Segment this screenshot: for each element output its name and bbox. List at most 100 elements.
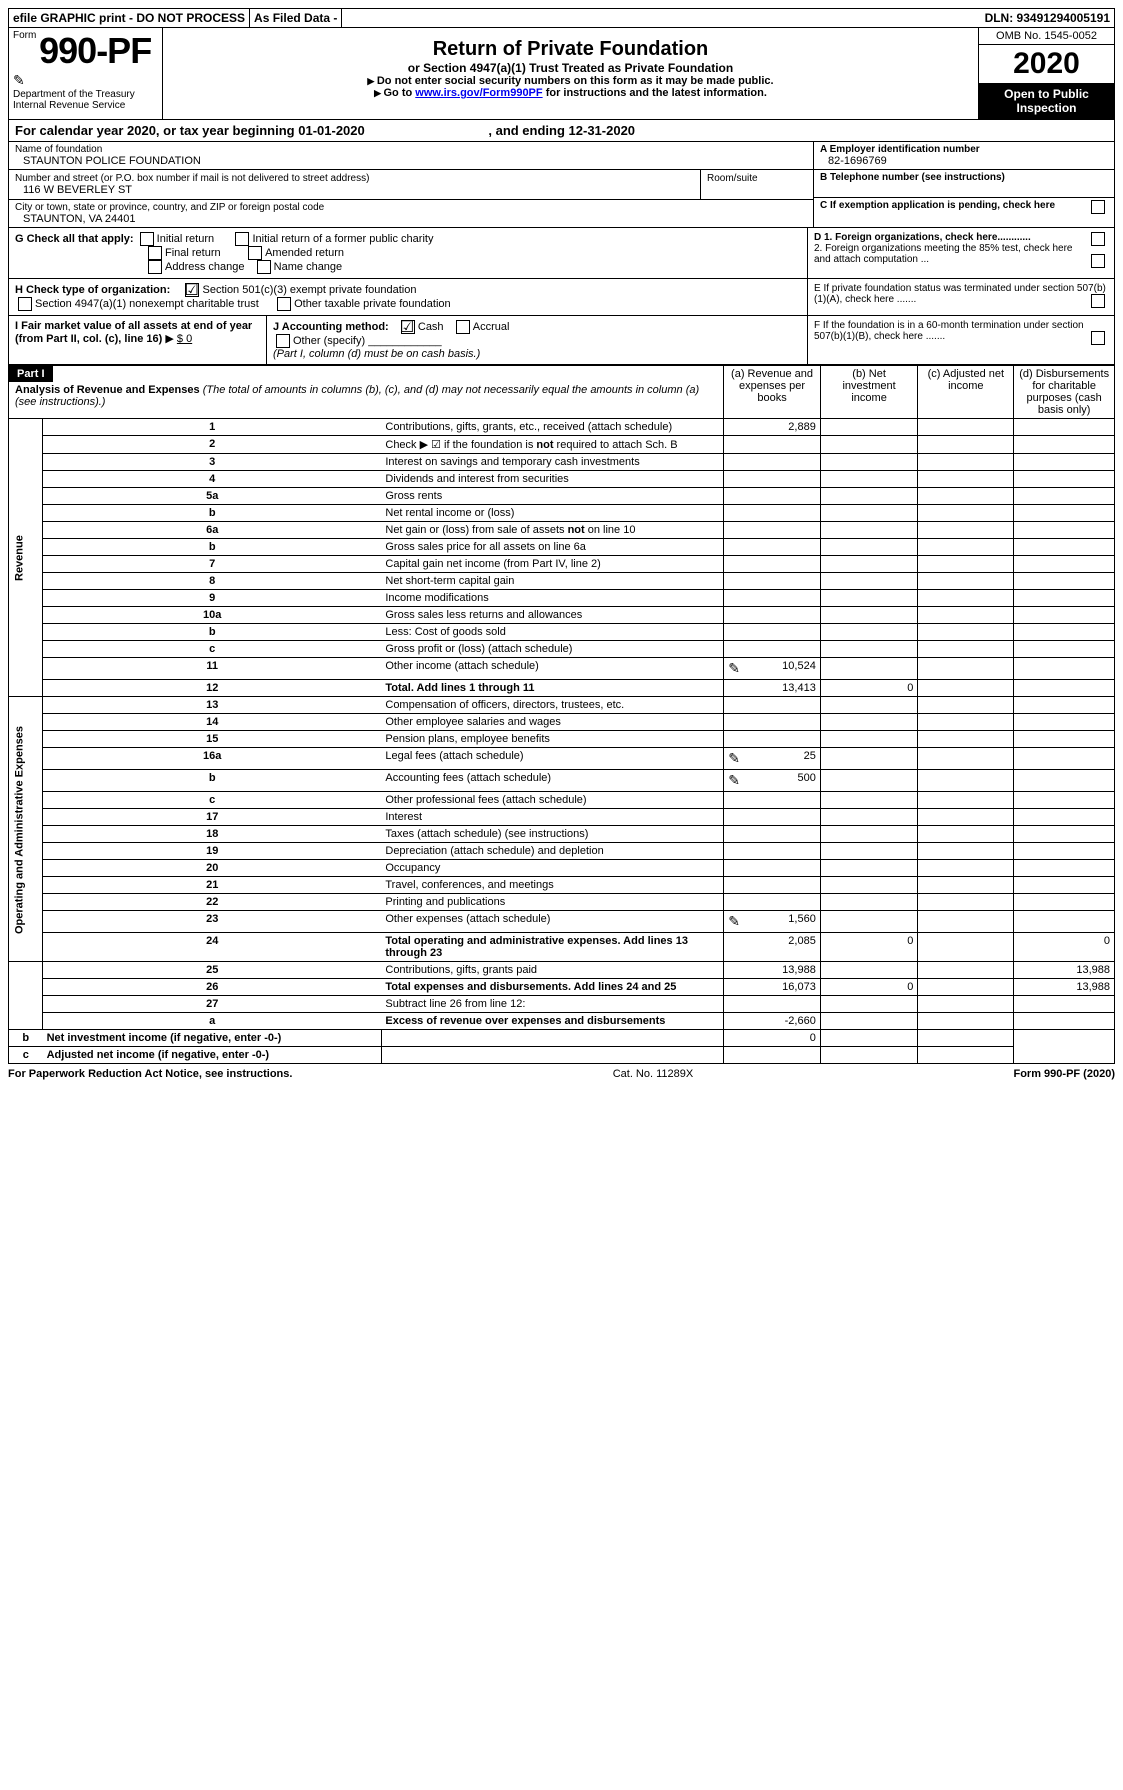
attachment-icon[interactable]: ✎ xyxy=(728,750,740,767)
instructions-link[interactable]: www.irs.gov/Form990PF xyxy=(415,87,542,99)
g-label: G Check all that apply: xyxy=(15,233,134,245)
line-number: 27 xyxy=(43,996,382,1013)
value-cell xyxy=(918,792,1014,809)
line-number: c xyxy=(43,792,382,809)
value-cell xyxy=(1014,680,1115,697)
value-cell xyxy=(820,962,918,979)
value-cell xyxy=(820,714,918,731)
value-cell xyxy=(1014,911,1115,933)
value-cell: 13,988 xyxy=(1014,979,1115,996)
value-cell xyxy=(724,556,821,573)
d2-checkbox[interactable] xyxy=(1091,254,1105,268)
j3-checkbox[interactable] xyxy=(276,334,290,348)
value-cell: -2,660 xyxy=(724,1013,821,1030)
j1-checkbox[interactable] xyxy=(401,320,415,334)
table-row: bAccounting fees (attach schedule)✎500 xyxy=(9,770,1115,792)
street-address: 116 W BEVERLEY ST xyxy=(15,184,694,196)
h3-checkbox[interactable] xyxy=(277,297,291,311)
table-row: 6aNet gain or (loss) from sale of assets… xyxy=(9,522,1115,539)
value-cell xyxy=(1014,556,1115,573)
value-cell xyxy=(724,894,821,911)
g3-checkbox[interactable] xyxy=(148,246,162,260)
c-checkbox[interactable] xyxy=(1091,200,1105,214)
h2-checkbox[interactable] xyxy=(18,297,32,311)
value-cell xyxy=(918,714,1014,731)
line-number: 8 xyxy=(43,573,382,590)
line-number: b xyxy=(43,539,382,556)
value-cell xyxy=(820,505,918,522)
table-row: cAdjusted net income (if negative, enter… xyxy=(9,1047,1115,1064)
line-description: Other expenses (attach schedule) xyxy=(381,911,723,933)
g1-checkbox[interactable] xyxy=(140,232,154,246)
j2-checkbox[interactable] xyxy=(456,320,470,334)
d1-checkbox[interactable] xyxy=(1091,232,1105,246)
f-label: F If the foundation is in a 60-month ter… xyxy=(814,320,1084,342)
attachment-icon[interactable]: ✎ xyxy=(728,772,740,789)
value-cell xyxy=(1014,792,1115,809)
city-state-zip: STAUNTON, VA 24401 xyxy=(15,213,807,225)
value-cell xyxy=(918,522,1014,539)
pencil-icon[interactable]: ✎ xyxy=(13,72,25,89)
value-cell xyxy=(918,488,1014,505)
asfiled-text: As Filed Data - xyxy=(250,9,342,27)
table-row: Revenue1Contributions, gifts, grants, et… xyxy=(9,419,1115,436)
col-c-header: (c) Adjusted net income xyxy=(918,366,1014,419)
table-row: 5aGross rents xyxy=(9,488,1115,505)
g4-checkbox[interactable] xyxy=(248,246,262,260)
g5-checkbox[interactable] xyxy=(148,260,162,274)
line-description: Interest xyxy=(381,809,723,826)
value-cell xyxy=(918,419,1014,436)
value-cell xyxy=(918,624,1014,641)
line-description: Printing and publications xyxy=(381,894,723,911)
end-date: 12-31-2020 xyxy=(569,123,636,138)
line-number: 7 xyxy=(43,556,382,573)
line-number: 4 xyxy=(43,471,382,488)
line-number: a xyxy=(43,1013,382,1030)
value-cell xyxy=(820,419,918,436)
value-cell xyxy=(820,894,918,911)
year-box: OMB No. 1545-0052 2020 Open to Public In… xyxy=(978,28,1114,119)
value-cell xyxy=(724,454,821,471)
e-checkbox[interactable] xyxy=(1091,294,1105,308)
value-cell xyxy=(724,714,821,731)
value-cell xyxy=(1014,860,1115,877)
h-label: H Check type of organization: xyxy=(15,284,170,296)
value-cell xyxy=(724,641,821,658)
value-cell xyxy=(918,697,1014,714)
g2-checkbox[interactable] xyxy=(235,232,249,246)
value-cell xyxy=(820,624,918,641)
attachment-icon[interactable]: ✎ xyxy=(728,660,740,677)
value-cell xyxy=(724,697,821,714)
line-number: 5a xyxy=(43,488,382,505)
col-a-header: (a) Revenue and expenses per books xyxy=(724,366,821,419)
table-row: 10aGross sales less returns and allowanc… xyxy=(9,607,1115,624)
line-number: 18 xyxy=(43,826,382,843)
table-row: Operating and Administrative Expenses13C… xyxy=(9,697,1115,714)
value-cell: 0 xyxy=(820,979,918,996)
f-checkbox[interactable] xyxy=(1091,331,1105,345)
value-cell: 13,988 xyxy=(724,962,821,979)
i-value: $ 0 xyxy=(177,333,192,345)
note1: Do not enter social security numbers on … xyxy=(167,75,974,87)
line-description: Adjusted net income (if negative, enter … xyxy=(43,1047,382,1064)
value-cell xyxy=(1014,607,1115,624)
phone-label: B Telephone number (see instructions) xyxy=(820,172,1108,183)
h1-checkbox[interactable] xyxy=(185,283,199,297)
value-cell: 0 xyxy=(820,680,918,697)
line-number: b xyxy=(9,1030,43,1047)
value-cell xyxy=(1014,809,1115,826)
value-cell: ✎1,560 xyxy=(724,911,821,933)
table-row: 22Printing and publications xyxy=(9,894,1115,911)
table-row: 2Check ▶ ☑ if the foundation is not requ… xyxy=(9,436,1115,454)
attachment-icon[interactable]: ✎ xyxy=(728,913,740,930)
table-row: 24Total operating and administrative exp… xyxy=(9,933,1115,962)
table-row: bNet investment income (if negative, ent… xyxy=(9,1030,1115,1047)
line-number: 26 xyxy=(43,979,382,996)
line-number: 24 xyxy=(43,933,382,962)
part1-badge: Part I xyxy=(9,366,53,382)
value-cell xyxy=(1014,454,1115,471)
table-row: 26Total expenses and disbursements. Add … xyxy=(9,979,1115,996)
value-cell xyxy=(724,1047,821,1064)
line-description: Accounting fees (attach schedule) xyxy=(381,770,723,792)
g6-checkbox[interactable] xyxy=(257,260,271,274)
